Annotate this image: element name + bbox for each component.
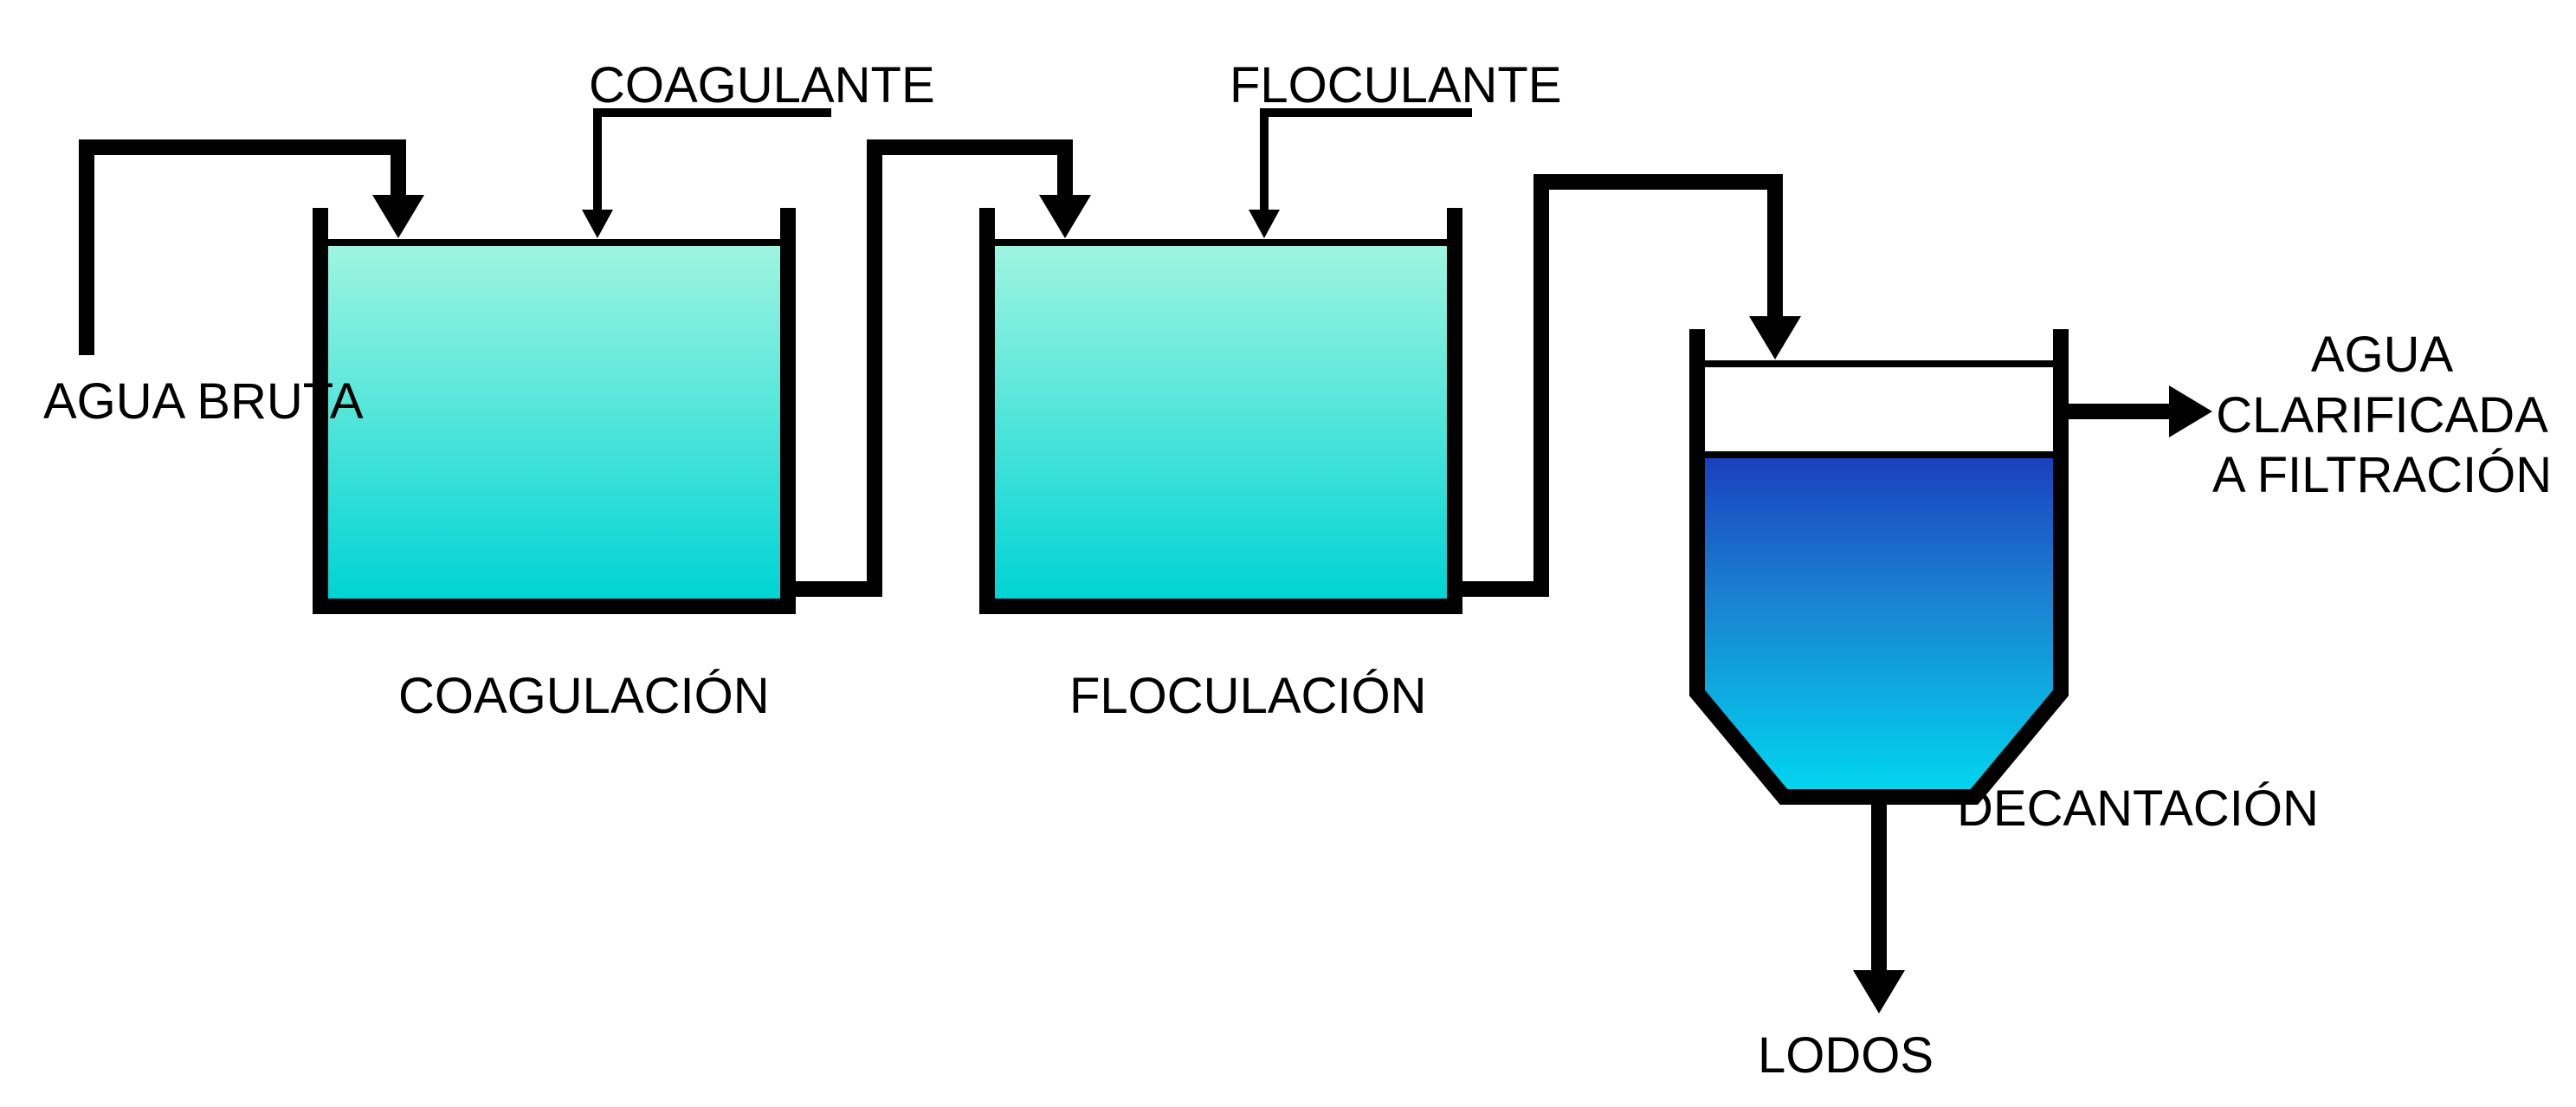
tank1-water [328, 243, 780, 599]
flow-floculante [1264, 113, 1472, 215]
label-lodos: LODOS [1758, 1026, 1934, 1084]
arrow-floculante [1249, 210, 1280, 238]
label-output-line3: A FILTRACIÓN [2212, 445, 2552, 506]
label-tank2: FLOCULACIÓN [1069, 667, 1427, 725]
label-coagulante: COAGULANTE [589, 56, 935, 114]
diagram-svg [0, 0, 2576, 1107]
arrow-clarified [2169, 385, 2212, 437]
label-floculante: FLOCULANTE [1230, 56, 1562, 114]
arrow-lodos [1853, 970, 1905, 1013]
label-output-line2: CLARIFICADA [2212, 385, 2552, 446]
label-tank3: DECANTACIÓN [1957, 780, 2319, 838]
arrow-t2-settler [1749, 316, 1801, 359]
arrow-t1-t2 [1039, 195, 1091, 238]
arrow-coagulante [582, 210, 613, 238]
arrow-agua-bruta [372, 195, 424, 238]
label-output-line1: AGUA [2212, 325, 2552, 385]
label-tank1: COAGULACIÓN [398, 667, 770, 725]
settler-sludge [1705, 455, 2053, 797]
label-agua-bruta: AGUA BRUTA [43, 372, 364, 430]
tank2-water [995, 243, 1447, 599]
label-output-clarified: AGUA CLARIFICADA A FILTRACIÓN [2212, 325, 2552, 506]
water-treatment-diagram: AGUA BRUTA COAGULANTE FLOCULANTE COAGULA… [0, 0, 2576, 1107]
flow-coagulante [597, 113, 831, 215]
